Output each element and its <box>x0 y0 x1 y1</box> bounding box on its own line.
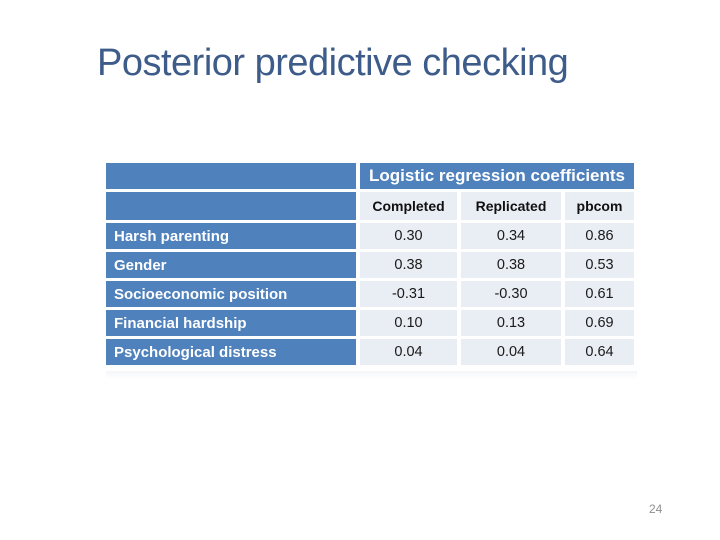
table-header: Logistic regression coefficients <box>360 163 634 189</box>
table-cell: 0.04 <box>360 339 457 365</box>
table-cell: 0.53 <box>565 252 634 278</box>
table-cell: -0.30 <box>461 281 561 307</box>
column-header-replicated: Replicated <box>461 192 561 220</box>
table-reflection <box>106 371 637 379</box>
page-title: Posterior predictive checking <box>97 42 569 84</box>
row-label: Gender <box>106 252 356 278</box>
table-cell: 0.34 <box>461 223 561 249</box>
table-cell: 0.61 <box>565 281 634 307</box>
table-cell: 0.86 <box>565 223 634 249</box>
table-corner-cell <box>106 192 356 220</box>
table-cell: 0.10 <box>360 310 457 336</box>
row-label: Socioeconomic position <box>106 281 356 307</box>
table-cell: 0.64 <box>565 339 634 365</box>
table-cell: 0.13 <box>461 310 561 336</box>
table-cell: 0.04 <box>461 339 561 365</box>
row-label: Psychological distress <box>106 339 356 365</box>
slide-page-number: 24 <box>649 502 663 516</box>
row-label: Harsh parenting <box>106 223 356 249</box>
table-cell: 0.38 <box>461 252 561 278</box>
coefficients-table: Logistic regression coefficients Complet… <box>106 163 634 365</box>
table-cell: -0.31 <box>360 281 457 307</box>
table-corner-cell <box>106 163 356 189</box>
column-header-pbcom: pbcom <box>565 192 634 220</box>
table-cell: 0.30 <box>360 223 457 249</box>
row-label: Financial hardship <box>106 310 356 336</box>
table-cell: 0.69 <box>565 310 634 336</box>
column-header-completed: Completed <box>360 192 457 220</box>
table-cell: 0.38 <box>360 252 457 278</box>
